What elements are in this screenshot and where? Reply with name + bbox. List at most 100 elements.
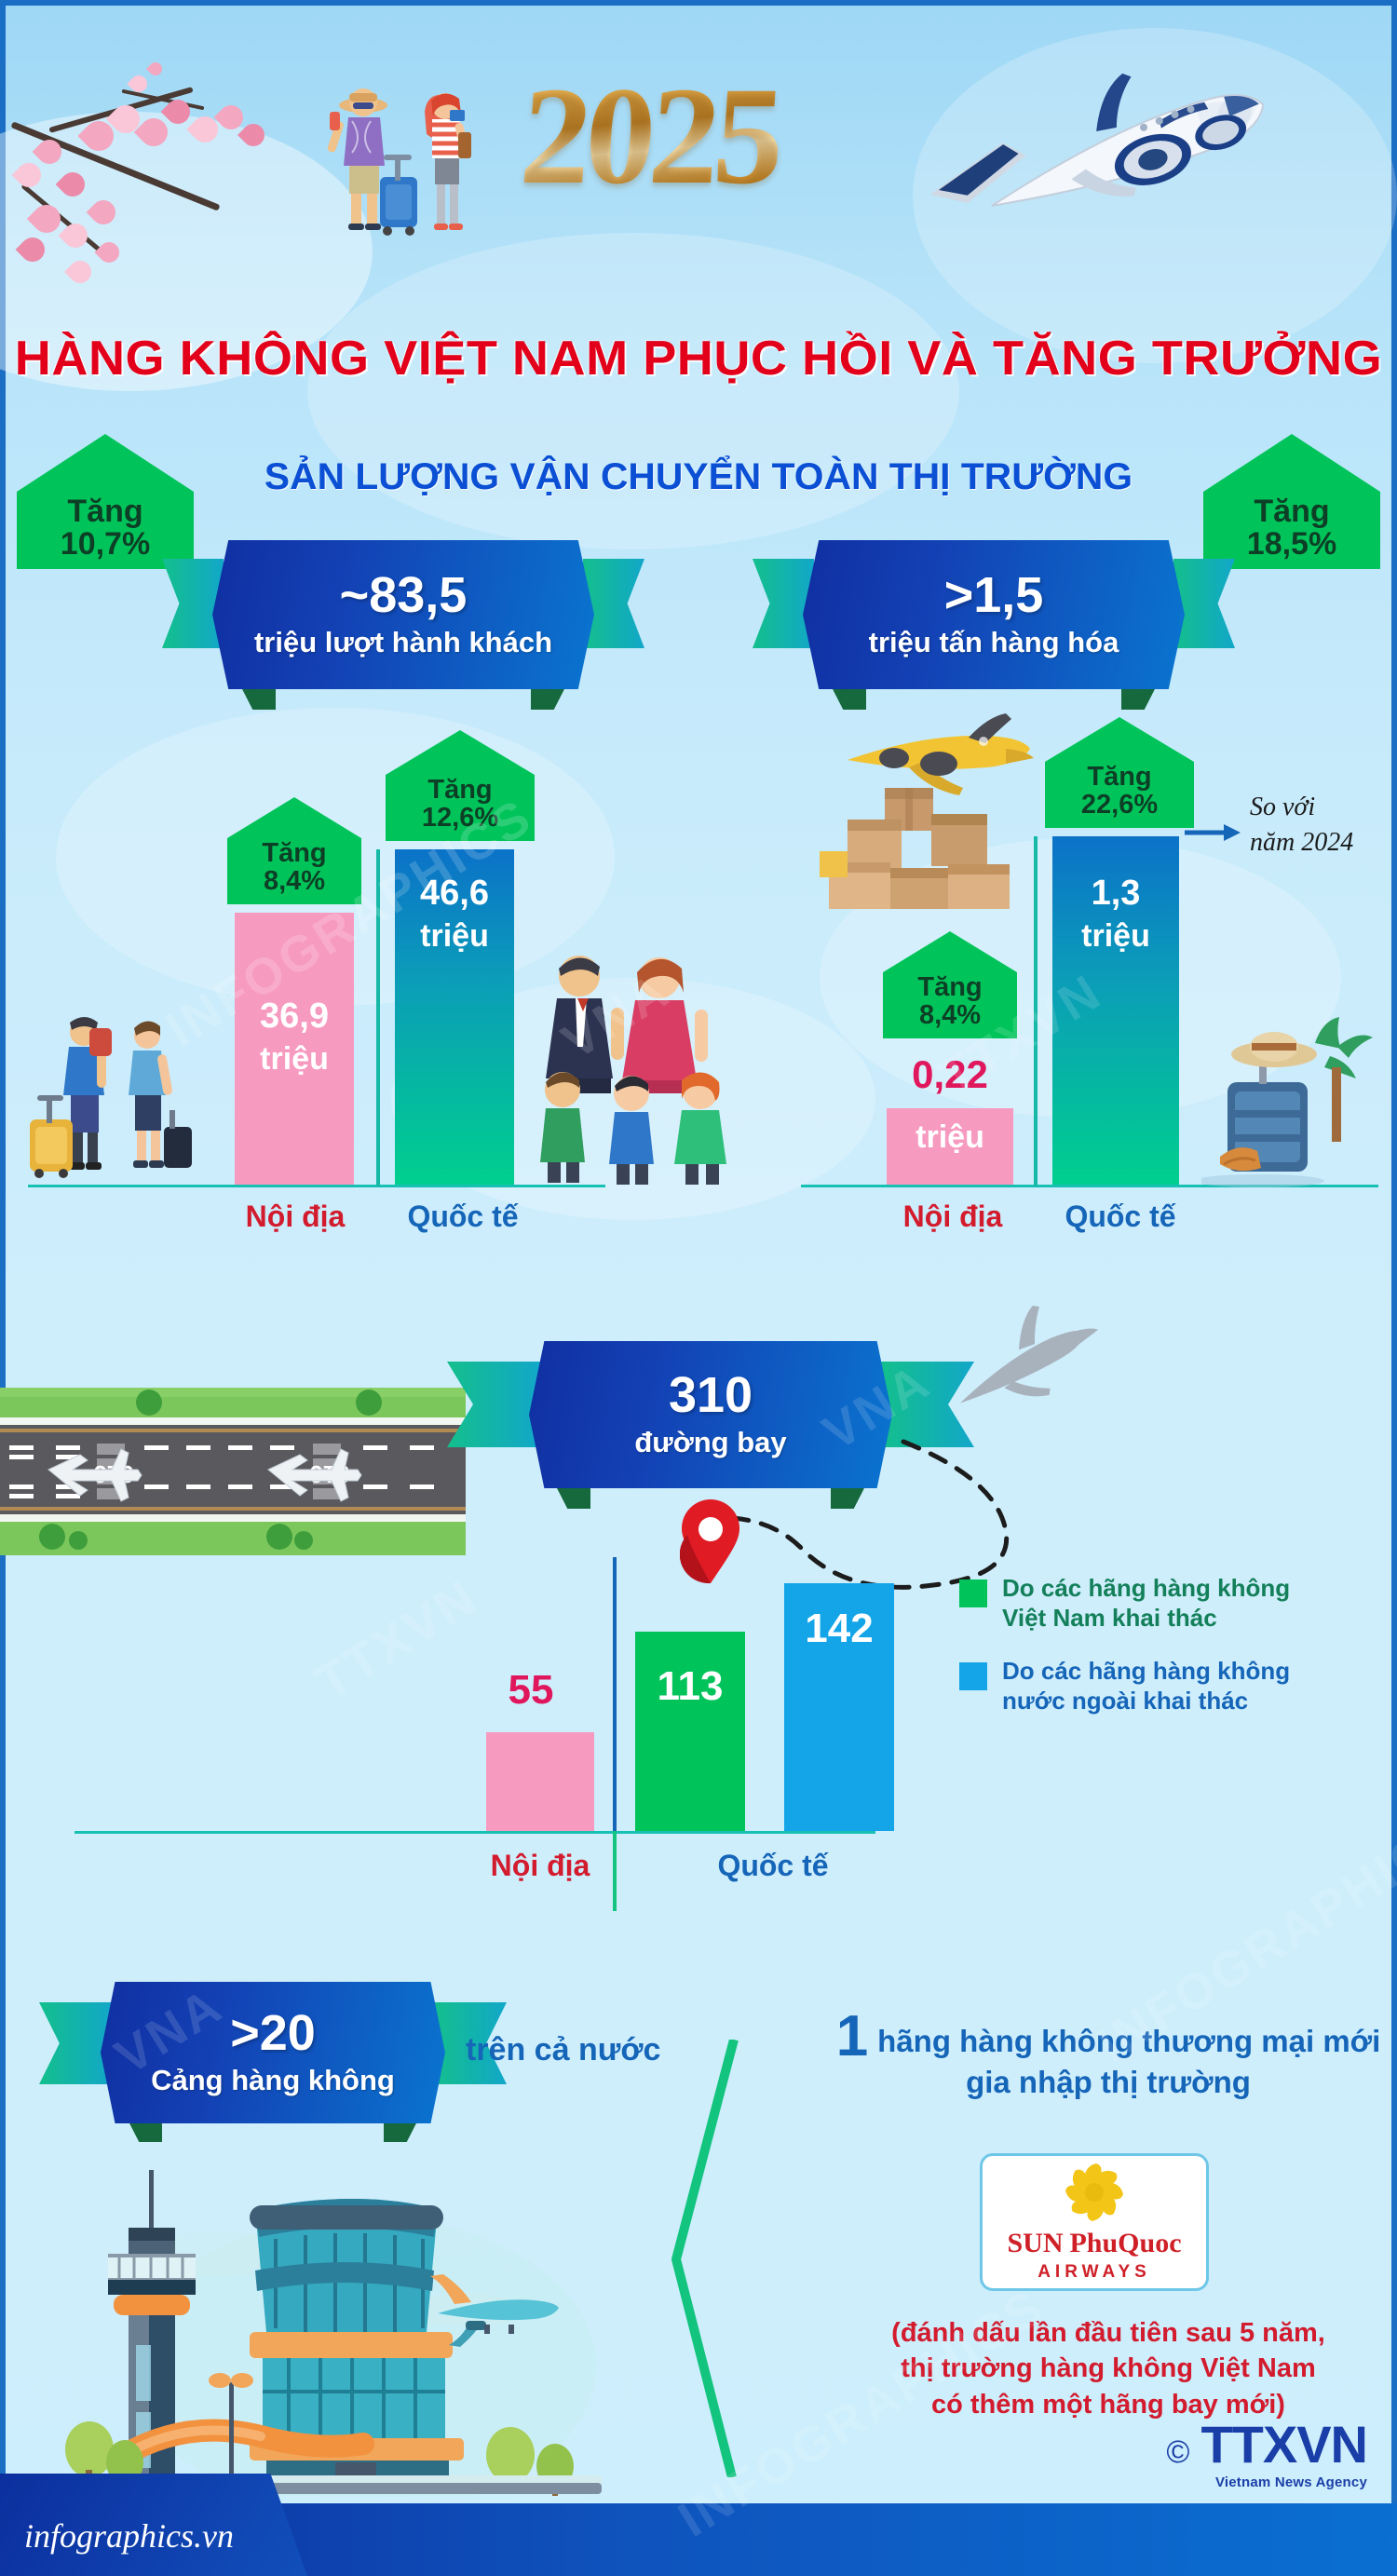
ribbon-tail-left bbox=[753, 559, 814, 648]
watermark: TTXVN bbox=[305, 1568, 488, 1712]
chart-baseline bbox=[75, 1831, 875, 1834]
section-divider bbox=[671, 2040, 739, 2477]
bar-routes-domestic bbox=[486, 1732, 594, 1831]
year-2025-graphic: 2025 bbox=[516, 56, 784, 216]
growth-label: Tăng bbox=[917, 972, 983, 1002]
cargo-plane-icon bbox=[848, 713, 1034, 795]
left-border bbox=[0, 0, 6, 2515]
bar-value-label: 46,6 bbox=[420, 874, 489, 913]
passenger-total-value: ~83,5 bbox=[339, 567, 468, 623]
cloud-blob bbox=[0, 112, 373, 391]
compare-arrow-icon bbox=[1185, 824, 1241, 841]
right-border bbox=[1391, 0, 1397, 2515]
growth-arrow-passengers-international: Tăng 12,6% bbox=[386, 730, 535, 842]
cargo-domestic-value: 0,22 bbox=[912, 1052, 988, 1096]
copyright-symbol: © bbox=[1166, 2434, 1190, 2470]
growth-value: 8,4% bbox=[918, 999, 982, 1030]
growth-label: Tăng bbox=[262, 838, 327, 868]
chart-divider-lower bbox=[613, 1831, 617, 1911]
section-subtitle: SẢN LƯỢNG VẬN CHUYỂN TOÀN THỊ TRƯỜNG bbox=[264, 456, 1133, 497]
airports-value: >20 bbox=[230, 2005, 316, 2061]
banner-routes: 310 đường bay bbox=[447, 1341, 974, 1509]
cargo-total-unit: triệu tấn hàng hóa bbox=[868, 626, 1119, 658]
cherry-blossom-icon bbox=[9, 51, 317, 288]
bar-unit-label: triệu bbox=[420, 918, 489, 954]
bar-passengers-international: 46,6 triệu bbox=[395, 849, 514, 1185]
banner-passenger-total: ~83,5 triệu lượt hành khách bbox=[162, 540, 644, 710]
growth-label: Tăng bbox=[67, 494, 143, 529]
note-line1: (đánh dấu lần đầu tiên sau 5 năm, bbox=[891, 2318, 1325, 2348]
new-airline-note: (đánh dấu lần đầu tiên sau 5 năm, thị tr… bbox=[820, 2315, 1397, 2422]
growth-arrow-passengers-domestic: Tăng 8,4% bbox=[227, 797, 361, 905]
growth-arrow-cargo-domestic: Tăng 8,4% bbox=[883, 931, 1017, 1039]
legend-label-line2: Việt Nam khai thác bbox=[1002, 1603, 1217, 1632]
traveler-figures-icon bbox=[327, 88, 471, 236]
cloud-blob bbox=[913, 28, 1397, 363]
new-airline-line1: hãng hàng không thương mại mới bbox=[877, 2024, 1381, 2058]
cargo-boxes-icon bbox=[820, 788, 1010, 909]
bar-value-label: 142 bbox=[805, 1606, 874, 1651]
bar-value-label: 1,3 bbox=[1091, 874, 1141, 913]
axis-label-international: Quốc tế bbox=[407, 1200, 519, 1233]
family-illustration-icon bbox=[540, 956, 726, 1185]
bar-passengers-domestic: 36,9 triệu bbox=[235, 913, 354, 1185]
growth-value: 18,5% bbox=[1246, 525, 1337, 562]
agency-name: TTXVN bbox=[1200, 2415, 1368, 2474]
growth-arrow-cargo-total: Tăng 18,5% bbox=[1203, 434, 1380, 570]
bar-unit-label: triệu bbox=[1081, 918, 1150, 954]
sun-logo-icon bbox=[1065, 2162, 1123, 2221]
axis-label-domestic: Nội địa bbox=[245, 1200, 346, 1233]
bar-routes-international-foreign: 142 bbox=[784, 1583, 894, 1831]
agency-subtitle: Vietnam News Agency bbox=[1214, 2474, 1367, 2490]
ribbon-tail-right bbox=[583, 559, 644, 648]
chart-legend: Do các hãng hàng không Việt Nam khai thá… bbox=[959, 1574, 1378, 1741]
chart-divider bbox=[376, 849, 380, 1186]
routes-value: 310 bbox=[668, 1367, 753, 1423]
chart-divider bbox=[1034, 836, 1038, 1186]
agency-logo: © TTXVN Vietnam News Agency bbox=[1166, 2414, 1368, 2490]
page-title: HÀNG KHÔNG VIỆT NAM PHỤC HỒI VÀ TĂNG TRƯ… bbox=[14, 332, 1383, 386]
bar-cargo-domestic: triệu bbox=[887, 1108, 1013, 1185]
logo-brand-1: SUN bbox=[1007, 2227, 1064, 2258]
airline-logo-card: SUN PhuQuoc AIRWAYS bbox=[980, 2153, 1209, 2291]
routes-domestic-value: 55 bbox=[508, 1667, 554, 1713]
cargo-total-value: >1,5 bbox=[943, 567, 1044, 623]
compare-note-line2: năm 2024 bbox=[1250, 827, 1354, 857]
compare-note-line1: So với bbox=[1250, 793, 1316, 821]
airports-note: trên cả nước bbox=[466, 2032, 661, 2068]
route-path-dashed bbox=[698, 1439, 1010, 1590]
axis-label-domestic: Nội địa bbox=[490, 1849, 590, 1882]
cloud-blob bbox=[307, 233, 959, 549]
route-plane-icon bbox=[959, 1305, 1099, 1403]
growth-value: 10,7% bbox=[60, 525, 151, 562]
banner-cargo-total: >1,5 triệu tấn hàng hóa bbox=[753, 540, 1235, 710]
bar-routes-international-vn: 113 bbox=[635, 1632, 745, 1831]
top-border bbox=[0, 0, 1397, 6]
bar-value-label: 113 bbox=[657, 1663, 724, 1709]
banner-airports: >20 Cảng hàng không bbox=[39, 1982, 507, 2142]
passenger-family-icon bbox=[30, 1017, 192, 1178]
chart-baseline bbox=[801, 1185, 1378, 1187]
map-pin-icon bbox=[680, 1499, 739, 1584]
growth-label: Tăng bbox=[427, 775, 493, 805]
chart-baseline bbox=[28, 1185, 605, 1187]
legend-item: Do các hãng hàng không nước ngoài khai t… bbox=[959, 1657, 1378, 1715]
runway-illustration-icon: 016 016 bbox=[0, 1388, 466, 1555]
growth-arrow-cargo-international: Tăng 22,6% bbox=[1045, 717, 1194, 829]
bar-value-label: 36,9 bbox=[260, 997, 329, 1036]
legend-label-line1: Do các hãng hàng không bbox=[1002, 1657, 1291, 1686]
new-airline-block: 1 hãng hàng không thương mại mới gia nhậ… bbox=[820, 2004, 1397, 2100]
new-airline-count: 1 bbox=[835, 2004, 869, 2068]
ribbon-tail-left bbox=[39, 2002, 112, 2084]
ribbon-tail-left bbox=[162, 559, 224, 648]
growth-label: Tăng bbox=[1254, 494, 1330, 529]
bar-cargo-international: 1,3 triệu bbox=[1052, 836, 1179, 1185]
compare-note: So với năm 2024 bbox=[1250, 790, 1397, 861]
routes-unit: đường bay bbox=[634, 1426, 787, 1458]
growth-arrow-passengers-total: Tăng 10,7% bbox=[17, 434, 194, 570]
passenger-total-unit: triệu lượt hành khách bbox=[253, 626, 553, 658]
legend-label-line2: nước ngoài khai thác bbox=[1002, 1687, 1249, 1715]
legend-swatch-green bbox=[959, 1579, 987, 1607]
bar-unit-label: triệu bbox=[260, 1041, 329, 1077]
